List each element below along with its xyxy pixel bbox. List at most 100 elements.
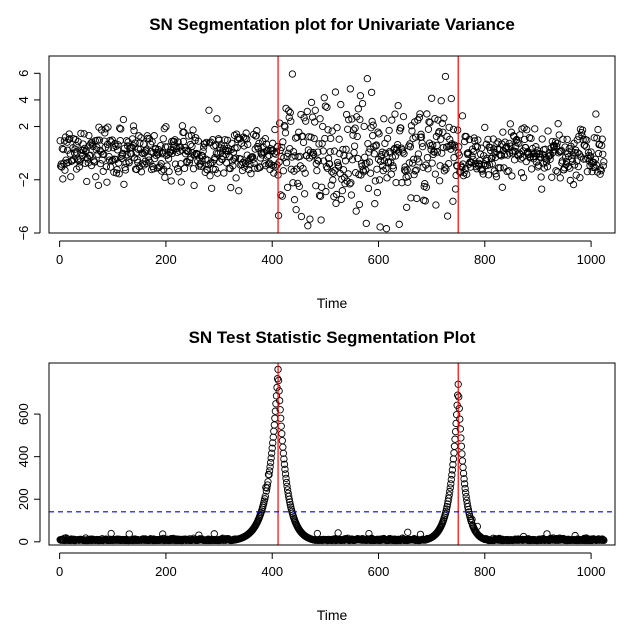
- x-tick-label: 0: [56, 564, 63, 579]
- data-point: [275, 387, 283, 395]
- data-point: [412, 166, 420, 174]
- data-point: [104, 123, 112, 131]
- data-point: [272, 392, 281, 400]
- data-point: [167, 177, 175, 185]
- data-point: [404, 528, 412, 536]
- data-point: [331, 88, 340, 96]
- data-point: [203, 166, 212, 174]
- y-tick-label: 200: [16, 488, 31, 510]
- data-point: [70, 149, 79, 157]
- data-point: [268, 161, 276, 169]
- data-point: [376, 223, 384, 231]
- data-point: [137, 134, 145, 142]
- data-point: [498, 183, 506, 191]
- data-point: [443, 212, 452, 220]
- data-point: [458, 450, 466, 458]
- y-tick-label: 0: [16, 538, 31, 545]
- data-point: [354, 105, 362, 113]
- bottom-chart-title: SN Test Statistic Segmentation Plot: [189, 328, 476, 347]
- bottom-y-axis: 0 200 400 600: [16, 403, 41, 545]
- data-point: [162, 123, 170, 131]
- data-point: [59, 145, 67, 154]
- data-point: [430, 147, 438, 156]
- data-point: [120, 180, 128, 188]
- data-point: [424, 165, 432, 173]
- data-point: [515, 139, 523, 148]
- data-point: [303, 107, 311, 116]
- data-point: [133, 165, 141, 174]
- data-point: [492, 170, 500, 178]
- y-tick-label: 4: [16, 96, 31, 103]
- data-point: [413, 194, 421, 203]
- data-point: [331, 166, 339, 174]
- data-point: [276, 396, 284, 405]
- data-point: [598, 135, 606, 143]
- data-point: [204, 161, 213, 169]
- data-point: [547, 151, 555, 159]
- data-point: [168, 149, 176, 158]
- data-point: [326, 148, 334, 156]
- data-point: [537, 173, 545, 181]
- data-point: [546, 155, 554, 163]
- data-point: [116, 124, 124, 132]
- data-point: [375, 130, 383, 138]
- data-point: [236, 135, 244, 143]
- data-point: [332, 199, 340, 208]
- top-change-lines: [277, 56, 459, 233]
- data-point: [455, 404, 463, 413]
- data-point: [364, 184, 373, 193]
- data-point: [465, 135, 474, 144]
- data-point: [251, 164, 259, 172]
- data-point: [324, 154, 333, 163]
- data-point: [508, 172, 516, 180]
- data-point: [551, 138, 560, 146]
- data-point: [344, 170, 352, 178]
- data-point: [66, 150, 74, 158]
- data-point: [317, 183, 326, 191]
- data-point: [522, 143, 530, 152]
- data-point: [527, 134, 535, 143]
- data-point: [354, 154, 362, 163]
- data-point: [417, 130, 425, 138]
- data-point: [414, 150, 423, 158]
- data-point: [289, 148, 298, 156]
- data-point: [75, 163, 83, 171]
- data-point: [342, 145, 350, 153]
- data-point: [524, 150, 533, 159]
- data-point: [102, 163, 111, 171]
- data-point: [447, 480, 455, 488]
- data-point: [76, 158, 84, 166]
- data-point: [180, 128, 188, 136]
- data-point: [371, 177, 379, 185]
- data-point: [411, 167, 419, 175]
- data-point: [316, 115, 324, 123]
- data-point: [439, 143, 447, 152]
- data-point: [450, 442, 459, 450]
- data-point: [282, 474, 290, 483]
- data-point: [109, 156, 117, 164]
- data-point: [297, 212, 306, 221]
- data-point: [307, 98, 316, 107]
- data-point: [481, 123, 489, 132]
- data-point: [541, 154, 549, 162]
- data-point: [320, 94, 328, 102]
- bottom-plot-frame: [48, 362, 616, 546]
- data-point: [332, 190, 341, 199]
- data-point: [496, 164, 504, 172]
- data-point: [469, 155, 477, 164]
- data-point: [207, 184, 216, 192]
- data-point: [344, 125, 352, 133]
- data-point: [277, 422, 285, 430]
- data-point: [570, 161, 579, 169]
- data-point: [268, 444, 276, 452]
- data-point: [383, 134, 392, 143]
- data-point: [244, 140, 252, 149]
- data-point: [406, 143, 415, 151]
- data-point: [356, 92, 365, 100]
- data-point: [113, 146, 122, 154]
- data-point: [108, 136, 116, 144]
- data-point: [284, 149, 292, 157]
- data-point: [96, 159, 105, 168]
- data-point: [283, 183, 292, 192]
- data-point: [439, 128, 447, 136]
